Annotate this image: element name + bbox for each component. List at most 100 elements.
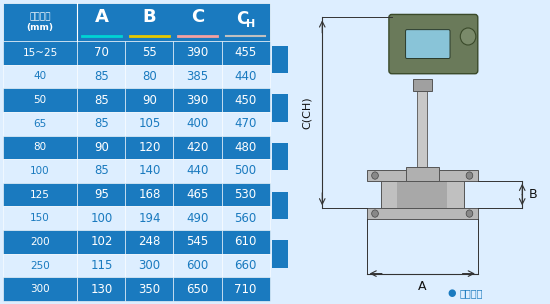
Text: C: C: [191, 9, 204, 26]
Text: 610: 610: [234, 235, 257, 248]
Bar: [222, 206, 270, 230]
Bar: [173, 183, 222, 206]
Text: 300: 300: [139, 259, 161, 272]
Bar: [397, 170, 447, 208]
Text: 150: 150: [30, 213, 50, 223]
Text: 248: 248: [138, 235, 161, 248]
Text: 80: 80: [142, 70, 157, 83]
Bar: [125, 112, 173, 136]
FancyBboxPatch shape: [405, 30, 450, 59]
Text: B: B: [142, 9, 156, 26]
Text: 85: 85: [94, 117, 109, 130]
Bar: [173, 230, 222, 254]
Bar: [125, 277, 173, 301]
Bar: [78, 277, 125, 301]
Text: 390: 390: [186, 94, 208, 107]
Text: 465: 465: [186, 188, 208, 201]
Bar: [78, 159, 125, 183]
Text: 90: 90: [94, 141, 109, 154]
Text: 65: 65: [34, 119, 47, 129]
Bar: [417, 91, 427, 167]
Bar: [272, 143, 288, 170]
Text: 115: 115: [90, 259, 113, 272]
Bar: [173, 254, 222, 277]
Circle shape: [466, 172, 473, 179]
FancyBboxPatch shape: [389, 15, 478, 74]
Bar: [173, 112, 222, 136]
Bar: [222, 230, 270, 254]
Bar: [78, 112, 125, 136]
Text: 105: 105: [139, 117, 161, 130]
Bar: [222, 65, 270, 88]
Text: 常规仪表: 常规仪表: [460, 288, 483, 298]
Bar: [381, 170, 464, 208]
Bar: [125, 183, 173, 206]
Text: 650: 650: [186, 283, 208, 296]
Bar: [78, 136, 125, 159]
Bar: [222, 112, 270, 136]
Text: 530: 530: [234, 188, 257, 201]
Bar: [3, 159, 78, 183]
Text: 50: 50: [34, 95, 47, 105]
Text: 仪表口径
(mm): 仪表口径 (mm): [26, 12, 53, 32]
Bar: [125, 254, 173, 277]
Text: 440: 440: [234, 70, 257, 83]
Bar: [78, 206, 125, 230]
Text: 80: 80: [34, 142, 47, 152]
Bar: [173, 65, 222, 88]
Bar: [3, 277, 78, 301]
Text: 420: 420: [186, 141, 208, 154]
Bar: [125, 41, 173, 65]
Text: 250: 250: [30, 261, 50, 271]
Bar: [3, 254, 78, 277]
Text: 710: 710: [234, 283, 257, 296]
Bar: [125, 65, 173, 88]
Text: 70: 70: [94, 46, 109, 59]
Text: 85: 85: [94, 70, 109, 83]
Bar: [173, 159, 222, 183]
Bar: [173, 136, 222, 159]
Bar: [272, 192, 288, 219]
Text: H: H: [245, 19, 255, 29]
Text: B: B: [529, 188, 537, 201]
Bar: [3, 112, 78, 136]
Bar: [3, 136, 78, 159]
Bar: [222, 277, 270, 301]
Text: 480: 480: [234, 141, 257, 154]
Circle shape: [466, 210, 473, 217]
Bar: [173, 88, 222, 112]
Text: 15~25: 15~25: [23, 48, 58, 58]
Bar: [222, 136, 270, 159]
Bar: [3, 206, 78, 230]
Text: 500: 500: [234, 164, 257, 178]
Text: 100: 100: [30, 166, 50, 176]
Text: 455: 455: [234, 46, 257, 59]
Bar: [405, 167, 439, 181]
Bar: [222, 41, 270, 65]
Bar: [222, 183, 270, 206]
Bar: [173, 41, 222, 65]
Text: C: C: [236, 10, 248, 28]
Text: 300: 300: [30, 284, 50, 294]
Text: 600: 600: [186, 259, 208, 272]
Bar: [125, 230, 173, 254]
Bar: [3, 230, 78, 254]
Bar: [78, 41, 125, 65]
Bar: [78, 88, 125, 112]
Text: 200: 200: [30, 237, 50, 247]
Bar: [173, 206, 222, 230]
Text: 545: 545: [186, 235, 208, 248]
Text: 100: 100: [90, 212, 113, 225]
Bar: [3, 65, 78, 88]
Text: 140: 140: [138, 164, 161, 178]
Bar: [125, 206, 173, 230]
Text: 40: 40: [34, 71, 47, 81]
Text: 400: 400: [186, 117, 208, 130]
Bar: [222, 88, 270, 112]
Bar: [367, 170, 478, 181]
Bar: [3, 3, 270, 41]
Bar: [222, 254, 270, 277]
Text: 350: 350: [139, 283, 161, 296]
Text: ●: ●: [447, 288, 456, 298]
Bar: [173, 277, 222, 301]
